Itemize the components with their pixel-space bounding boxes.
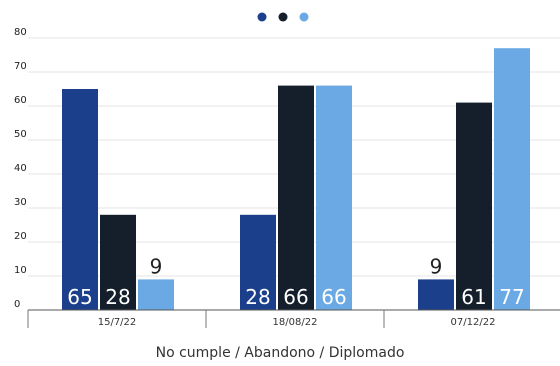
x-tick-label: 07/12/22 [451,317,496,328]
bar [278,85,314,310]
data-label: 66 [321,285,346,309]
y-tick-label: 20 [14,231,27,242]
x-tick-label: 18/08/22 [273,317,318,328]
legend-marker [299,12,309,22]
bar [100,214,136,310]
y-tick-label: 60 [14,95,27,106]
data-label: 65 [67,285,92,309]
y-tick-label: 40 [14,163,27,174]
bar [138,279,174,310]
legend-marker [278,12,288,22]
bar [494,48,530,310]
data-label: 9 [150,254,163,278]
bar [456,102,492,310]
data-label: 28 [105,285,130,309]
data-label: 77 [499,285,524,309]
y-tick-label: 70 [14,61,27,72]
x-tick-label: 15/7/22 [98,317,137,328]
data-label: 61 [461,285,486,309]
y-tick-label: 80 [14,27,27,38]
data-label: 28 [245,285,270,309]
legend-marker [257,12,267,22]
data-label: 66 [283,285,308,309]
bar [316,85,352,310]
y-tick-label: 30 [14,197,27,208]
y-tick-label: 50 [14,129,27,140]
bar [418,279,454,310]
x-axis-label: No cumple / Abandono / Diplomado [155,345,405,361]
y-tick-label: 0 [14,299,20,310]
bar [62,89,98,310]
data-label: 9 [430,254,443,278]
y-tick-label: 10 [14,265,27,276]
bar [240,214,276,310]
